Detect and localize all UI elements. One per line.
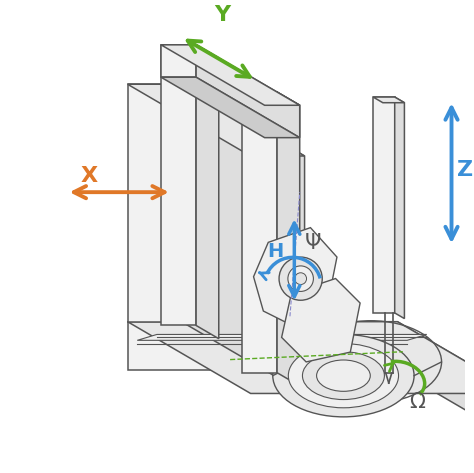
Polygon shape <box>128 322 397 370</box>
Polygon shape <box>196 45 300 138</box>
Polygon shape <box>196 45 219 339</box>
Polygon shape <box>277 92 300 386</box>
Polygon shape <box>395 97 404 319</box>
Polygon shape <box>242 92 277 373</box>
Text: Z: Z <box>457 160 474 180</box>
Text: Y: Y <box>214 5 230 26</box>
Circle shape <box>288 266 313 291</box>
Polygon shape <box>161 45 300 105</box>
Text: X: X <box>81 166 98 186</box>
Polygon shape <box>137 334 427 341</box>
Text: Ψ: Ψ <box>304 233 321 253</box>
Polygon shape <box>254 228 337 326</box>
Polygon shape <box>161 45 219 58</box>
Polygon shape <box>128 84 305 156</box>
Polygon shape <box>282 279 360 362</box>
Polygon shape <box>161 45 196 325</box>
Polygon shape <box>128 84 182 322</box>
Circle shape <box>295 273 307 285</box>
Polygon shape <box>182 84 305 394</box>
Polygon shape <box>161 77 300 138</box>
Polygon shape <box>161 45 196 77</box>
Polygon shape <box>242 92 300 105</box>
Polygon shape <box>128 322 474 394</box>
Ellipse shape <box>317 360 370 391</box>
Polygon shape <box>373 97 404 103</box>
Text: Ω: Ω <box>410 392 425 412</box>
Ellipse shape <box>288 343 399 408</box>
Ellipse shape <box>273 334 414 417</box>
Polygon shape <box>373 97 395 313</box>
Text: H: H <box>267 243 283 262</box>
Polygon shape <box>397 322 474 442</box>
Ellipse shape <box>302 352 384 400</box>
Circle shape <box>279 257 322 300</box>
